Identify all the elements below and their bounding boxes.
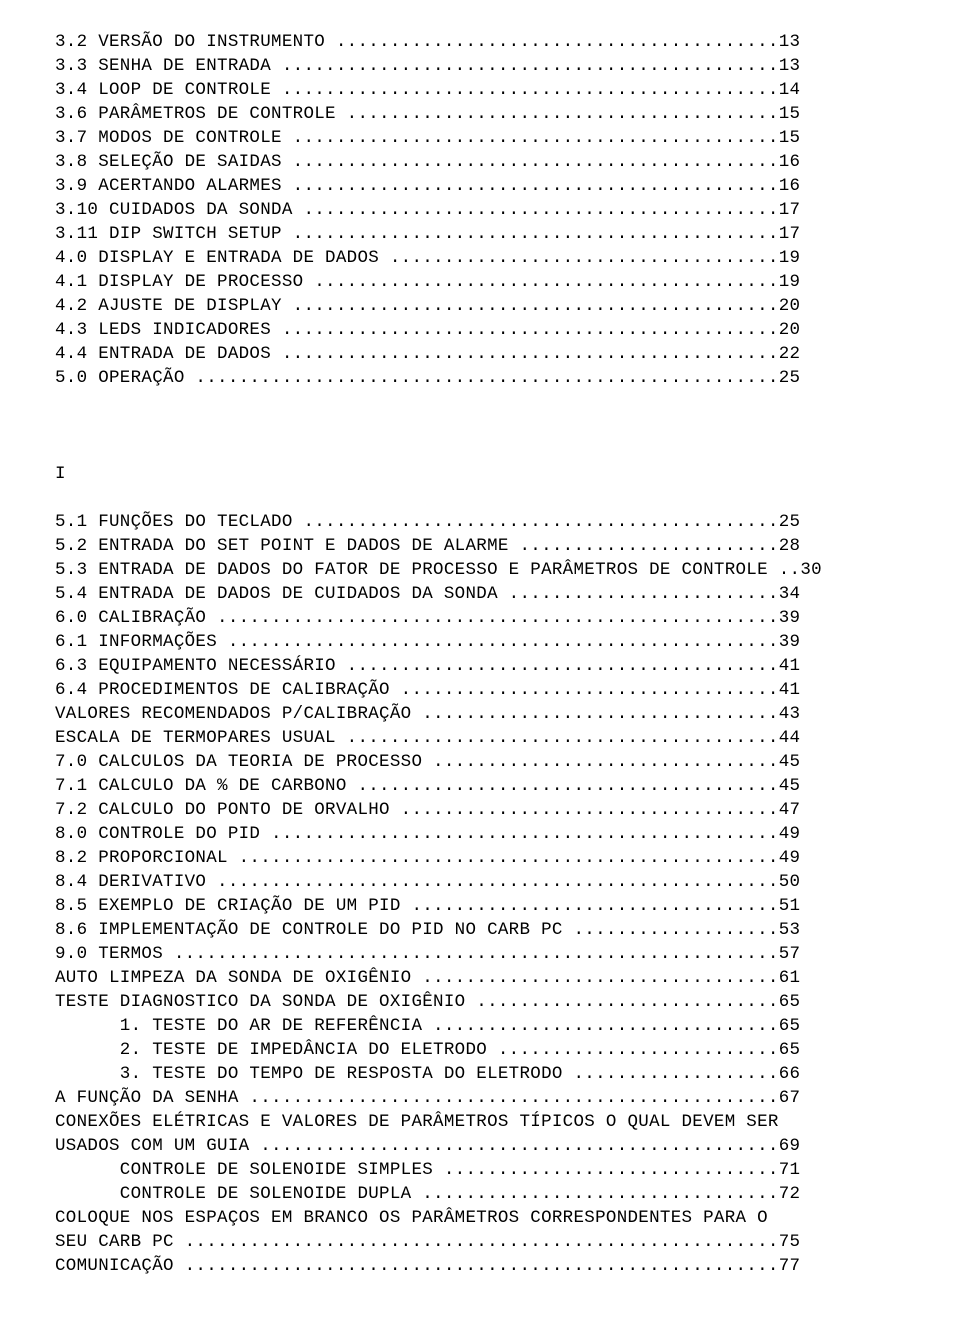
- toc-block-1: 3.2 VERSÃO DO INSTRUMENTO ..............…: [55, 30, 910, 390]
- toc-entry: 3.6 PARÂMETROS DE CONTROLE .............…: [55, 102, 910, 126]
- toc-entry: 5.3 ENTRADA DE DADOS DO FATOR DE PROCESS…: [55, 558, 910, 582]
- toc-entry: 7.2 CALCULO DO PONTO DE ORVALHO ........…: [55, 798, 910, 822]
- toc-entry: 7.1 CALCULO DA % DE CARBONO ............…: [55, 774, 910, 798]
- toc-entry: 5.2 ENTRADA DO SET POINT E DADOS DE ALAR…: [55, 534, 910, 558]
- toc-entry: 3.7 MODOS DE CONTROLE ..................…: [55, 126, 910, 150]
- toc-entry: 3.11 DIP SWITCH SETUP ..................…: [55, 222, 910, 246]
- toc-entry: VALORES RECOMENDADOS P/CALIBRAÇÃO ......…: [55, 702, 910, 726]
- toc-entry: 3.10 CUIDADOS DA SONDA .................…: [55, 198, 910, 222]
- toc-entry: AUTO LIMPEZA DA SONDA DE OXIGÊNIO ......…: [55, 966, 910, 990]
- toc-entry: 6.3 EQUIPAMENTO NECESSÁRIO .............…: [55, 654, 910, 678]
- toc-entry: 3.3 SENHA DE ENTRADA ...................…: [55, 54, 910, 78]
- toc-entry: 5.1 FUNÇÕES DO TECLADO .................…: [55, 510, 910, 534]
- toc-entry: 3.4 LOOP DE CONTROLE ...................…: [55, 78, 910, 102]
- toc-entry: 3.2 VERSÃO DO INSTRUMENTO ..............…: [55, 30, 910, 54]
- toc-entry: 3.8 SELEÇÃO DE SAIDAS ..................…: [55, 150, 910, 174]
- toc-entry: 4.2 AJUSTE DE DISPLAY ..................…: [55, 294, 910, 318]
- toc-entry: 4.3 LEDS INDICADORES ...................…: [55, 318, 910, 342]
- toc-entry: COMUNICAÇÃO ............................…: [55, 1254, 910, 1278]
- toc-entry: 5.4 ENTRADA DE DADOS DE CUIDADOS DA SOND…: [55, 582, 910, 606]
- toc-entry: 1. TESTE DO AR DE REFERÊNCIA ...........…: [55, 1014, 910, 1038]
- toc-entry: 8.6 IMPLEMENTAÇÃO DE CONTROLE DO PID NO …: [55, 918, 910, 942]
- toc-entry: 2. TESTE DE IMPEDÂNCIA DO ELETRODO .....…: [55, 1038, 910, 1062]
- toc-entry: 4.0 DISPLAY E ENTRADA DE DADOS .........…: [55, 246, 910, 270]
- toc-entry: 6.0 CALIBRAÇÃO .........................…: [55, 606, 910, 630]
- toc-entry: 8.4 DERIVATIVO .........................…: [55, 870, 910, 894]
- toc-entry: TESTE DIAGNOSTICO DA SONDA DE OXIGÊNIO .…: [55, 990, 910, 1014]
- toc-block-2: 5.1 FUNÇÕES DO TECLADO .................…: [55, 510, 910, 1278]
- toc-entry: 5.0 OPERAÇÃO ...........................…: [55, 366, 910, 390]
- toc-entry: 4.1 DISPLAY DE PROCESSO ................…: [55, 270, 910, 294]
- toc-entry: 6.4 PROCEDIMENTOS DE CALIBRAÇÃO ........…: [55, 678, 910, 702]
- toc-entry: CONEXÕES ELÉTRICAS E VALORES DE PARÂMETR…: [55, 1110, 910, 1158]
- toc-entry: 6.1 INFORMAÇÕES ........................…: [55, 630, 910, 654]
- toc-entry: 4.4 ENTRADA DE DADOS ...................…: [55, 342, 910, 366]
- toc-entry: 3.9 ACERTANDO ALARMES ..................…: [55, 174, 910, 198]
- toc-entry: CONTROLE DE SOLENOIDE DUPLA ............…: [55, 1182, 910, 1206]
- toc-entry: 8.5 EXEMPLO DE CRIAÇÃO DE UM PID .......…: [55, 894, 910, 918]
- toc-entry: 8.0 CONTROLE DO PID ....................…: [55, 822, 910, 846]
- toc-entry: 9.0 TERMOS .............................…: [55, 942, 910, 966]
- toc-entry: ESCALA DE TERMOPARES USUAL .............…: [55, 726, 910, 750]
- toc-entry: CONTROLE DE SOLENOIDE SIMPLES ..........…: [55, 1158, 910, 1182]
- toc-entry: A FUNÇÃO DA SENHA ......................…: [55, 1086, 910, 1110]
- toc-entry: 8.2 PROPORCIONAL .......................…: [55, 846, 910, 870]
- toc-entry: 7.0 CALCULOS DA TEORIA DE PROCESSO .....…: [55, 750, 910, 774]
- section-marker: I: [55, 462, 910, 486]
- toc-entry: 3. TESTE DO TEMPO DE RESPOSTA DO ELETROD…: [55, 1062, 910, 1086]
- toc-entry: COLOQUE NOS ESPAÇOS EM BRANCO OS PARÂMET…: [55, 1206, 910, 1254]
